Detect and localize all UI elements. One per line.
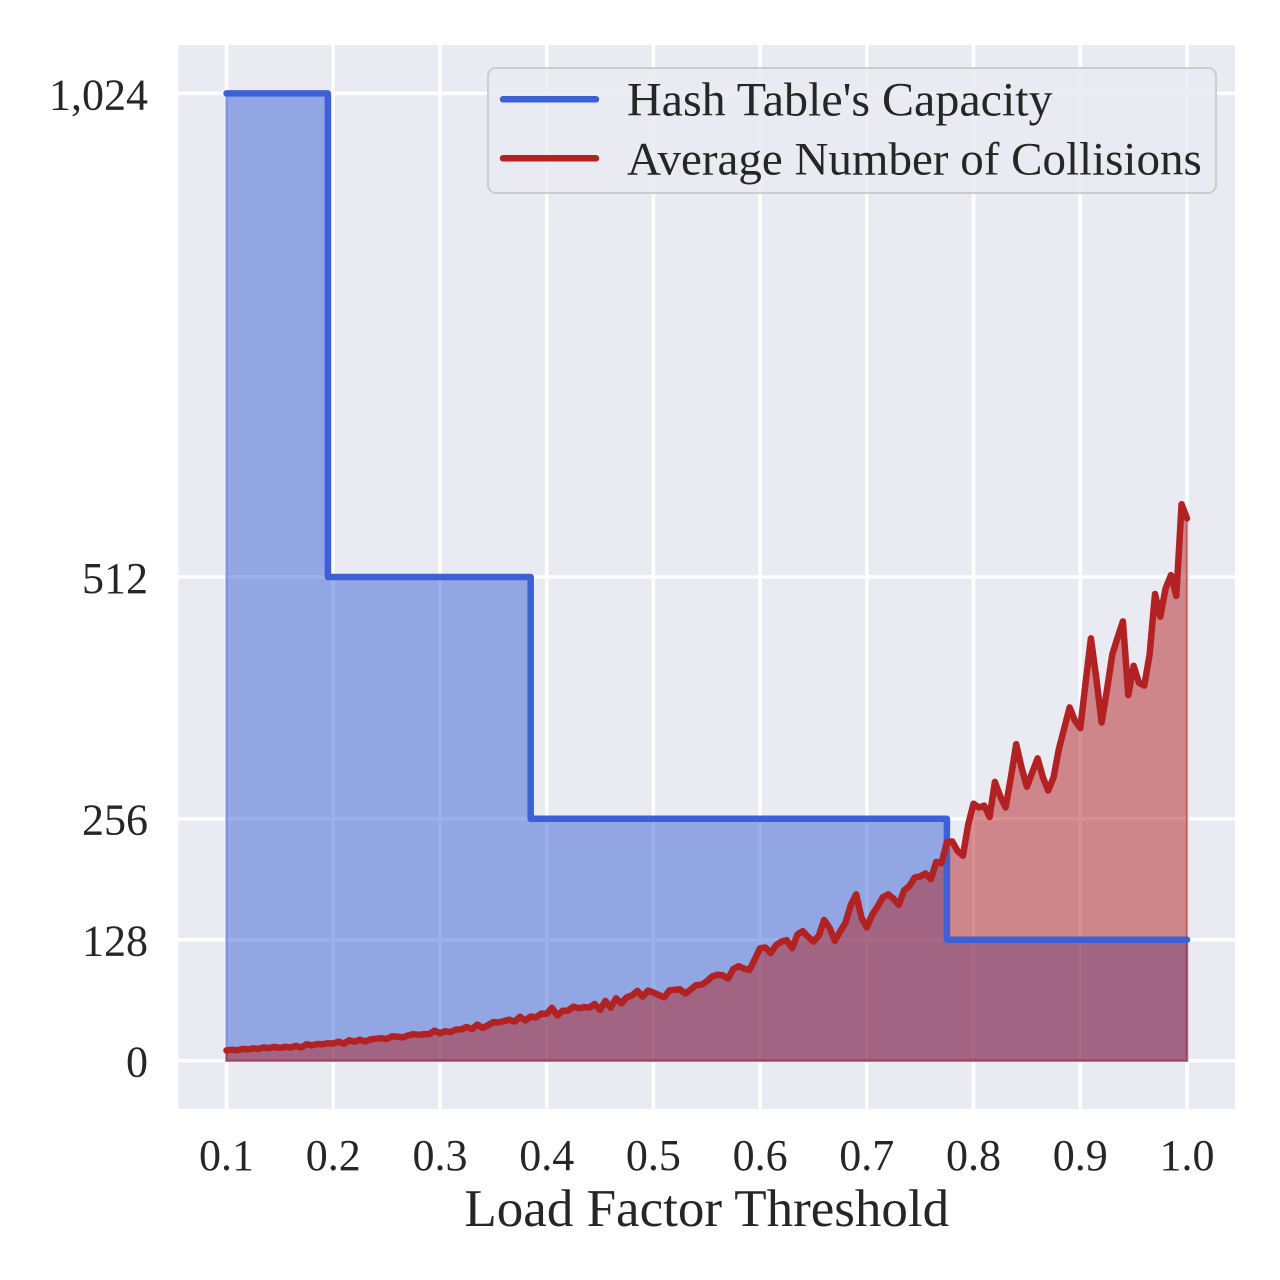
svg-text:Average Number of Collisions: Average Number of Collisions xyxy=(627,134,1202,186)
svg-text:0.3: 0.3 xyxy=(413,1131,468,1180)
svg-text:1.0: 1.0 xyxy=(1160,1131,1215,1180)
svg-text:0.6: 0.6 xyxy=(733,1131,788,1180)
svg-text:0: 0 xyxy=(126,1038,148,1087)
svg-text:128: 128 xyxy=(82,917,148,966)
svg-text:512: 512 xyxy=(82,554,148,603)
svg-text:0.1: 0.1 xyxy=(199,1131,254,1180)
svg-text:Load Factor Threshold: Load Factor Threshold xyxy=(464,1180,949,1238)
svg-text:1,024: 1,024 xyxy=(49,70,148,119)
svg-text:0.2: 0.2 xyxy=(306,1131,361,1180)
svg-text:0.5: 0.5 xyxy=(626,1131,681,1180)
svg-text:256: 256 xyxy=(82,796,148,845)
svg-text:0.4: 0.4 xyxy=(519,1131,574,1180)
svg-text:0.8: 0.8 xyxy=(946,1131,1001,1180)
svg-text:0.9: 0.9 xyxy=(1053,1131,1108,1180)
svg-text:0.7: 0.7 xyxy=(839,1131,894,1180)
svg-text:Hash Table's Capacity: Hash Table's Capacity xyxy=(627,74,1053,127)
